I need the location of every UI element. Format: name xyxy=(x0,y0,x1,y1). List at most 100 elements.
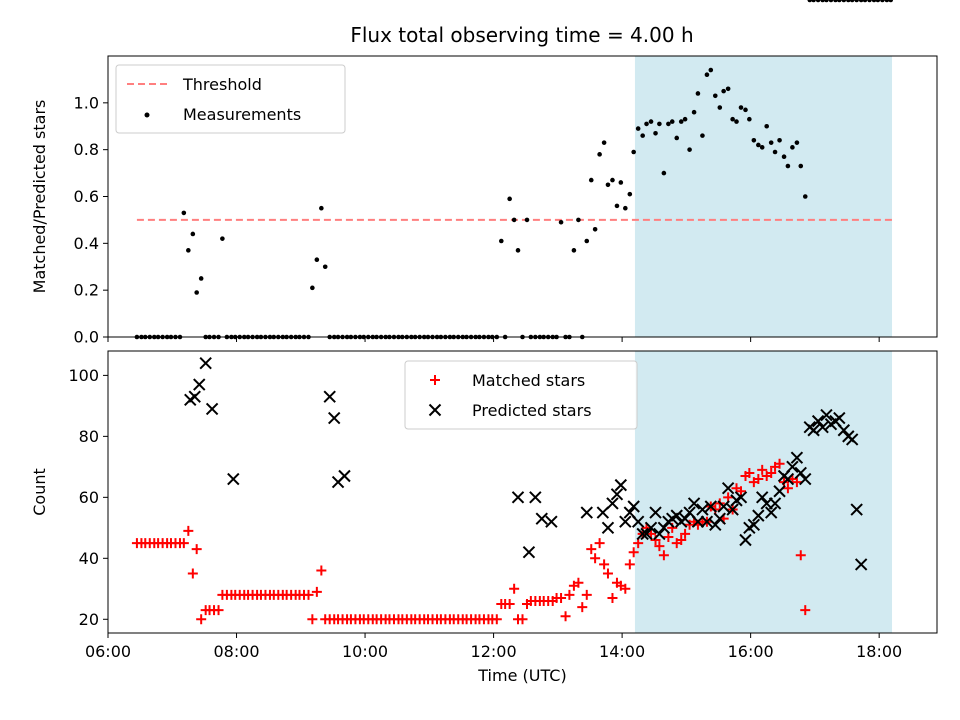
matched-point xyxy=(560,611,571,622)
measurement-point xyxy=(794,140,800,145)
measurement-point xyxy=(507,196,512,202)
predicted-point xyxy=(794,466,807,480)
measurement-point xyxy=(708,67,714,73)
matched-point xyxy=(517,614,528,625)
matched-point xyxy=(795,550,806,561)
measurement-point xyxy=(558,219,564,225)
predicted-point xyxy=(845,433,859,446)
measurement-point xyxy=(610,177,615,183)
predicted-point xyxy=(850,503,863,516)
measurement-point xyxy=(674,135,680,141)
matched-point xyxy=(757,464,768,475)
y-tick-label: 0.0 xyxy=(74,328,99,347)
measurement-point xyxy=(790,145,795,150)
matched-point xyxy=(744,467,755,478)
measurement-point xyxy=(880,0,885,3)
measurement-point xyxy=(854,0,859,3)
predicted-point xyxy=(323,390,336,403)
y-tick-label: 100 xyxy=(68,366,99,385)
measurement-point xyxy=(811,0,816,3)
measurement-point xyxy=(648,119,654,124)
matched-point xyxy=(491,614,502,625)
legend-matched-swatch xyxy=(430,375,440,385)
measurement-point xyxy=(682,116,688,122)
measurement-point xyxy=(627,191,633,197)
predicted-point xyxy=(653,527,666,541)
legend-matched-label: Matched stars xyxy=(472,371,585,390)
predicted-point xyxy=(535,512,548,525)
matched-point xyxy=(556,592,567,603)
measurement-point xyxy=(764,123,770,129)
matched-point xyxy=(196,614,207,625)
measurement-point xyxy=(717,105,723,110)
matched-point xyxy=(590,553,601,564)
x-tick-label: 06:00 xyxy=(85,642,131,661)
bottom-legend-box xyxy=(404,360,638,430)
measurement-point xyxy=(824,0,829,3)
matched-point xyxy=(800,605,811,616)
legend-predicted-swatch xyxy=(428,403,442,417)
predicted-point xyxy=(755,491,769,504)
measurement-point xyxy=(798,163,804,169)
predicted-point xyxy=(807,424,820,437)
legend-measurements-swatch xyxy=(144,112,150,118)
predicted-point xyxy=(709,518,722,531)
predicted-point xyxy=(820,408,833,422)
predicted-point xyxy=(696,503,709,516)
matched-point xyxy=(311,586,322,597)
measurement-point xyxy=(657,121,662,127)
y-tick-label: 0.8 xyxy=(74,140,99,159)
y-axis-label: Matched/Predicted stars xyxy=(30,100,49,294)
top-panel: 0.0 0.2 0.4 0.6 0.8 1.0 Matched/Predicted star… xyxy=(30,0,938,347)
measurement-point xyxy=(644,121,649,127)
measurement-point xyxy=(721,88,726,94)
predicted-point xyxy=(636,527,649,541)
measurement-point xyxy=(511,217,517,223)
predicted-point xyxy=(854,558,868,571)
matched-point xyxy=(581,589,592,600)
predicted-point xyxy=(700,515,714,528)
predicted-point xyxy=(790,451,804,464)
predicted-point xyxy=(811,414,825,428)
matched-point xyxy=(607,592,618,603)
measurement-point xyxy=(198,276,204,281)
matched-point xyxy=(753,474,764,485)
measurement-point xyxy=(571,248,577,253)
x-tick-label: 12:00 xyxy=(471,642,517,661)
measurement-point xyxy=(623,205,628,211)
predicted-point xyxy=(726,503,739,516)
predicted-point xyxy=(631,515,645,528)
measurement-point xyxy=(700,133,705,138)
measurement-point xyxy=(186,248,191,253)
x-tick-label: 18:00 xyxy=(856,642,902,661)
measurement-point xyxy=(704,72,710,78)
measurement-point xyxy=(712,93,718,99)
measurement-point xyxy=(751,138,757,143)
predicted-point xyxy=(833,411,846,425)
matched-point xyxy=(573,577,584,588)
matched-point xyxy=(624,559,635,570)
measurement-point xyxy=(498,238,504,244)
predicted-point xyxy=(747,518,761,531)
predicted-point xyxy=(717,500,730,513)
bottom-axes-frame xyxy=(107,350,938,634)
measurement-point xyxy=(867,0,872,3)
matched-point xyxy=(774,458,785,469)
matched-point xyxy=(509,583,520,594)
measurement-point xyxy=(815,0,821,3)
predicted-point xyxy=(522,546,536,559)
predicted-point xyxy=(799,472,812,486)
measurement-point xyxy=(730,116,735,122)
predicted-point xyxy=(619,515,632,528)
measurement-point xyxy=(592,226,598,232)
matched-point xyxy=(628,547,639,558)
measurement-point xyxy=(743,107,748,113)
measurement-point xyxy=(669,119,675,124)
measurement-point xyxy=(319,205,324,211)
legend-measurements-label: Measurements xyxy=(183,105,301,124)
measurement-point xyxy=(631,149,636,155)
matched-point xyxy=(183,525,194,536)
matched-point xyxy=(594,538,605,549)
measurement-point xyxy=(691,109,697,115)
predicted-point xyxy=(764,506,778,519)
